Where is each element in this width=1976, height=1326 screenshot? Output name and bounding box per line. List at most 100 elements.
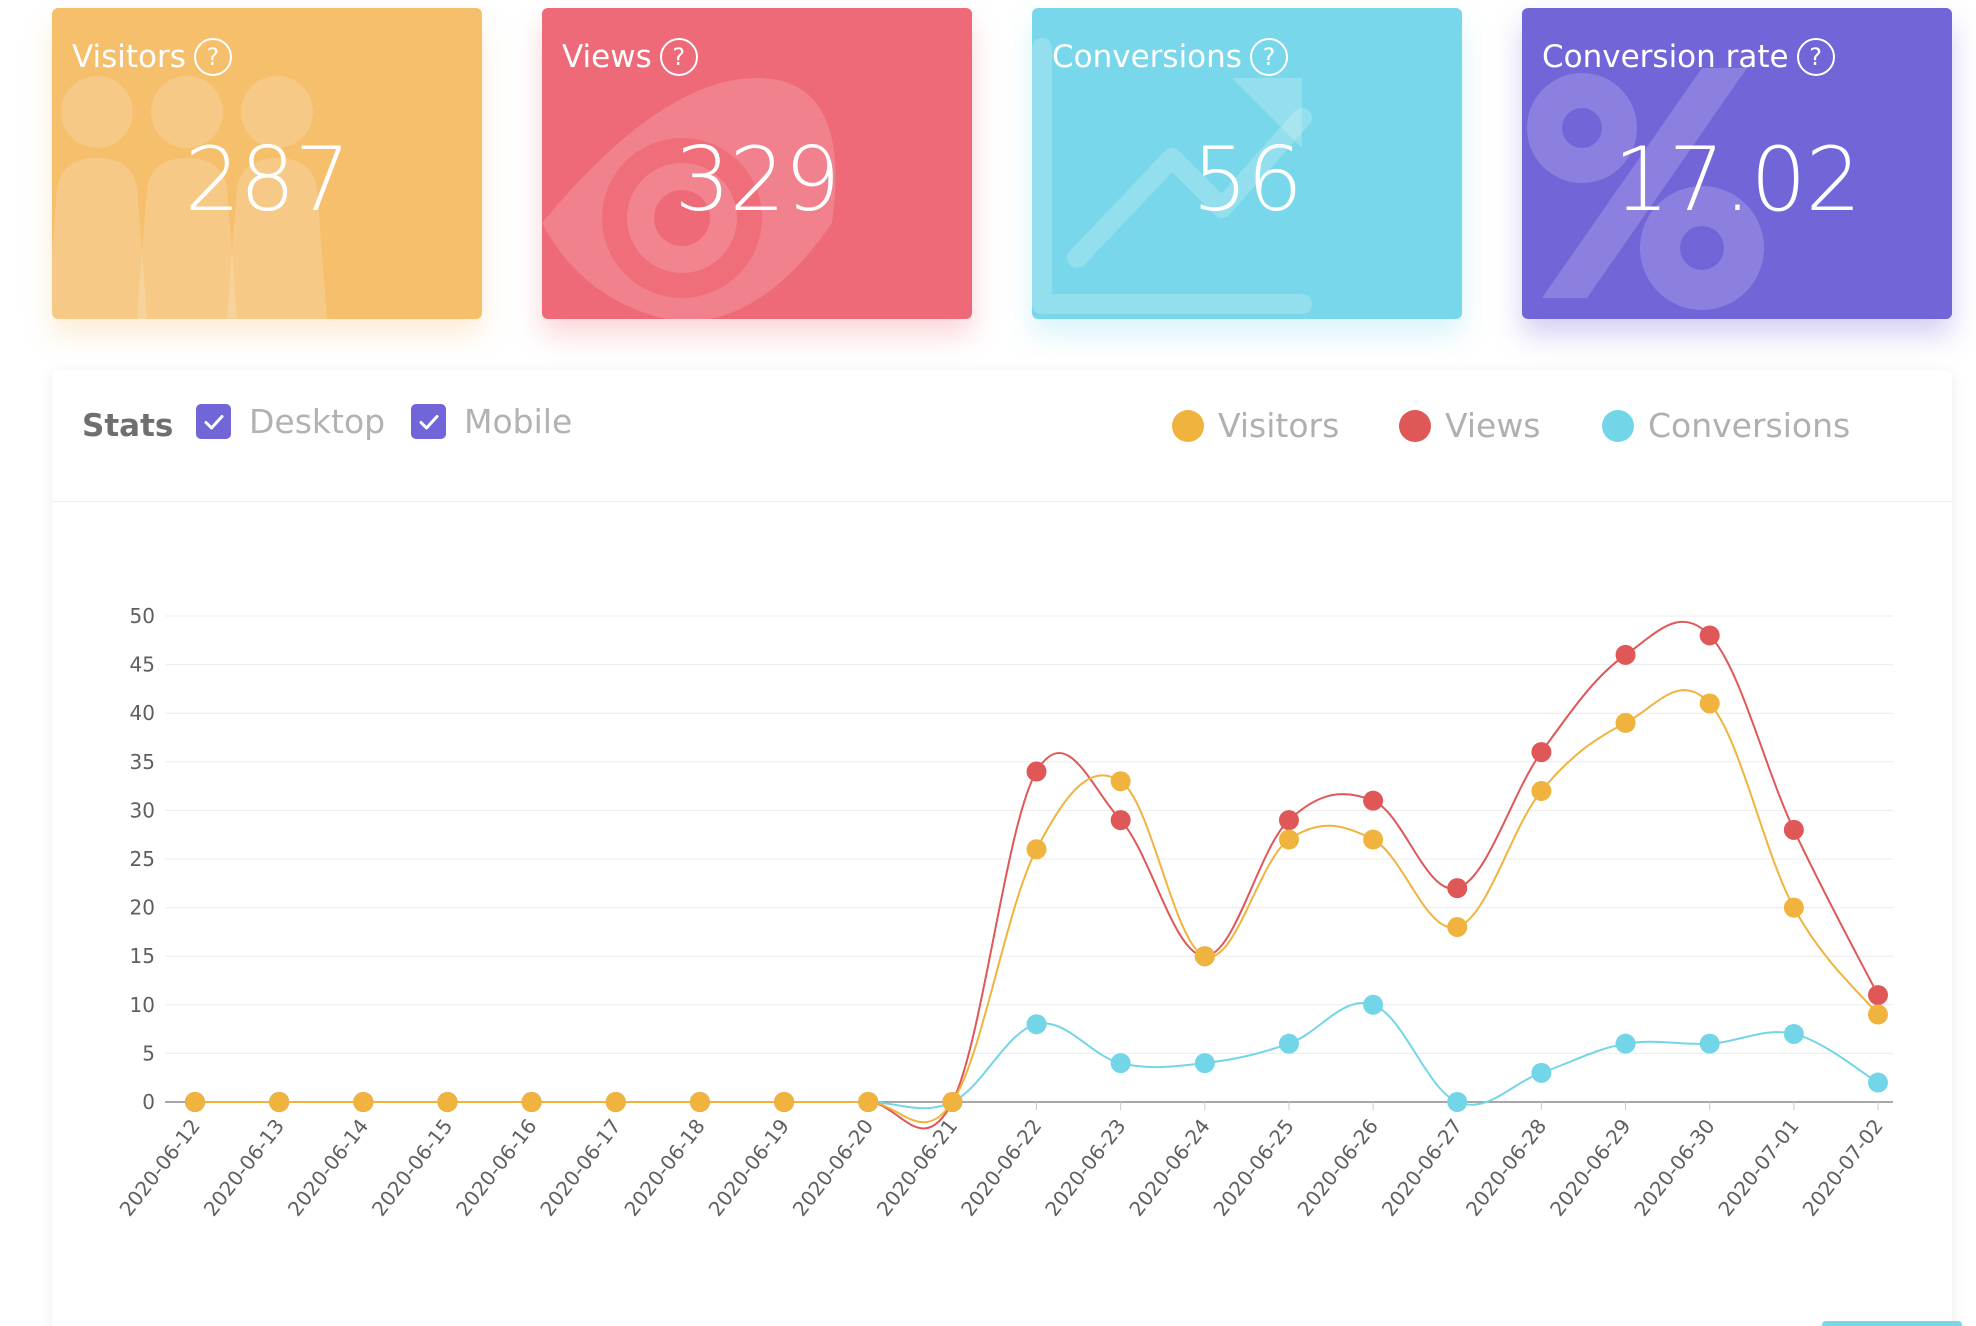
conversion-rate-card: Conversion rate ? 17.02 [1522, 8, 1952, 319]
views-point [1363, 790, 1384, 811]
views-point [1699, 625, 1720, 646]
desktop-filter[interactable]: Desktop [196, 402, 385, 441]
visitors-point [353, 1092, 374, 1112]
x-tick-label: 2020-06-17 [535, 1114, 625, 1220]
visitors-title: Visitors ? [72, 38, 232, 76]
corner-accent [1822, 1321, 1962, 1326]
x-tick-label: 2020-06-26 [1293, 1114, 1383, 1220]
mobile-filter[interactable]: Mobile [411, 402, 572, 441]
visitors-point [942, 1092, 963, 1112]
legend-visitors[interactable]: Visitors [1172, 406, 1339, 445]
conversions-point [1615, 1033, 1636, 1054]
y-tick-label: 35 [130, 750, 155, 774]
legend-dot-icon [1172, 409, 1204, 442]
views-point [1868, 985, 1888, 1006]
visitors-value: 287 [184, 128, 351, 231]
x-tick-label: 2020-06-19 [704, 1114, 794, 1220]
conversion-rate-title: Conversion rate ? [1542, 38, 1835, 76]
x-tick-label: 2020-06-13 [199, 1114, 289, 1220]
visitors-series-line [195, 689, 1879, 1124]
conversions-point [1363, 994, 1384, 1015]
visitors-point [1615, 712, 1636, 733]
x-tick-label: 2020-06-25 [1208, 1114, 1298, 1220]
visitors-card: Visitors ? 287 [52, 8, 482, 319]
conversions-point [1531, 1062, 1552, 1083]
visitors-point [689, 1092, 710, 1112]
x-tick-label: 2020-06-15 [367, 1114, 457, 1220]
visitors-point [269, 1092, 290, 1112]
x-tick-label: 2020-06-24 [1124, 1114, 1214, 1220]
y-tick-label: 20 [130, 896, 155, 920]
help-icon[interactable]: ? [659, 38, 698, 76]
views-point [1026, 761, 1047, 782]
visitors-point [1110, 771, 1131, 792]
views-point [1447, 878, 1468, 899]
views-point [1278, 810, 1299, 831]
x-tick-label: 2020-06-16 [451, 1114, 541, 1220]
x-tick-label: 2020-06-14 [283, 1114, 373, 1220]
views-point [1531, 742, 1552, 763]
legend-views[interactable]: Views [1399, 406, 1541, 445]
x-tick-label: 2020-06-20 [788, 1114, 878, 1220]
legend-conversions[interactable]: Conversions [1602, 406, 1850, 445]
views-title: Views ? [562, 38, 698, 76]
views-value: 329 [674, 128, 841, 231]
visitors-point [1447, 917, 1468, 938]
y-tick-label: 0 [142, 1090, 155, 1114]
y-tick-label: 25 [130, 847, 155, 871]
trend-up-icon [1032, 38, 1312, 314]
x-tick-label: 2020-06-28 [1461, 1114, 1551, 1220]
y-tick-label: 30 [130, 798, 155, 822]
x-tick-label: 2020-06-21 [872, 1114, 962, 1220]
x-tick-label: 2020-06-29 [1545, 1114, 1635, 1220]
visitors-point [1699, 693, 1720, 714]
desktop-filter-label: Desktop [249, 402, 386, 441]
stats-title: Stats [82, 408, 174, 444]
help-icon[interactable]: ? [1249, 38, 1288, 76]
views-point [1783, 819, 1804, 840]
conversions-point [1447, 1092, 1468, 1112]
checkbox-checked-icon[interactable] [411, 404, 446, 439]
conversions-point [1026, 1014, 1047, 1035]
conversions-card: Conversions ? 56 [1032, 8, 1462, 319]
conversions-point [1278, 1033, 1299, 1054]
mobile-filter-label: Mobile [464, 402, 573, 441]
views-label: Views [562, 39, 652, 75]
y-tick-label: 15 [130, 944, 155, 968]
help-icon[interactable]: ? [1796, 38, 1835, 76]
x-tick-label: 2020-06-23 [1040, 1114, 1130, 1220]
visitors-point [858, 1092, 879, 1112]
checkbox-checked-icon[interactable] [196, 404, 231, 439]
visitors-label: Visitors [72, 39, 186, 75]
help-icon[interactable]: ? [193, 38, 232, 76]
visitors-point [1531, 780, 1552, 801]
percent-icon [1527, 68, 1764, 310]
conversions-point [1868, 1072, 1888, 1093]
conversions-point [1699, 1033, 1720, 1054]
views-card: Views ? 329 [542, 8, 972, 319]
conversion-rate-value: 17.02 [1613, 128, 1862, 231]
legend-conversions-label: Conversions [1648, 406, 1851, 445]
conversions-point [1110, 1053, 1131, 1074]
eye-icon [542, 78, 836, 319]
visitors-point [1278, 829, 1299, 850]
visitors-point [521, 1092, 542, 1112]
y-tick-label: 5 [142, 1041, 155, 1065]
x-tick-label: 2020-06-18 [619, 1114, 709, 1220]
conversions-label: Conversions [1052, 39, 1242, 75]
y-tick-label: 45 [130, 653, 155, 677]
visitors-point [605, 1092, 626, 1112]
stats-panel: Stats Desktop Mobile Visitors Views [52, 370, 1952, 1326]
legend-dot-icon [1602, 409, 1634, 442]
visitors-point [185, 1092, 205, 1112]
legend-dot-icon [1399, 409, 1431, 442]
visitors-point [774, 1092, 795, 1112]
y-tick-label: 10 [130, 993, 155, 1017]
visitors-point [1026, 839, 1047, 860]
stats-panel-header: Stats Desktop Mobile Visitors Views [52, 370, 1952, 502]
conversions-value: 56 [1192, 128, 1303, 231]
visitors-point [437, 1092, 458, 1112]
y-tick-label: 40 [130, 701, 155, 725]
